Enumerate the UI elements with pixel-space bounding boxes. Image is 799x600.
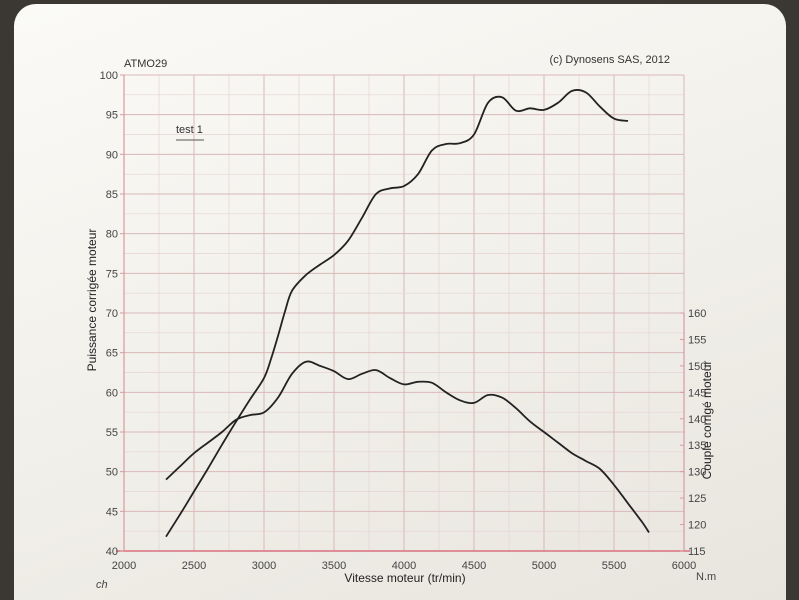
x-tick-label: 2500 (182, 560, 206, 572)
left-tick-label: 65 (106, 348, 118, 360)
power-curve (165, 89, 629, 538)
header-left: ATMO29 (124, 58, 167, 70)
labels: 2000 2500 3000 3500 4000 4500 5000 5500 6000 40 45… (100, 70, 707, 572)
x-tick-label: 5500 (602, 560, 626, 572)
left-tick-label: 80 (106, 229, 118, 241)
right-tick-label: 160 (688, 308, 706, 320)
series-lines (165, 89, 650, 538)
left-tick-label: 50 (106, 467, 118, 479)
left-tick-label: 85 (106, 189, 118, 201)
left-tick-label: 55 (106, 427, 118, 439)
right-tick-label: 150 (688, 361, 706, 373)
left-axis-title: Puissance corrigée moteur (85, 229, 99, 372)
right-unit: N.m (696, 571, 716, 583)
right-tick-label: 115 (688, 546, 706, 558)
left-tick-label: 60 (106, 387, 118, 399)
right-tick-label: 125 (688, 493, 706, 505)
right-tick-label: 135 (688, 440, 706, 452)
x-tick-label: 5000 (532, 560, 556, 572)
right-tick-label: 140 (688, 414, 706, 426)
right-tick-label: 120 (688, 520, 706, 532)
x-tick-label: 2000 (112, 560, 136, 572)
right-tick-label: 155 (688, 334, 706, 346)
left-tick-label: 90 (106, 149, 118, 161)
left-unit: ch (96, 579, 108, 591)
right-tick-label: 145 (688, 387, 706, 399)
axes (116, 74, 690, 552)
left-tick-label: 45 (106, 506, 118, 518)
legend-label: test 1 (176, 124, 203, 136)
right-axis-title: Couple corrigé moteur (700, 361, 714, 480)
x-axis-title: Vitesse moteur (tr/min) (344, 571, 465, 585)
left-tick-label: 100 (100, 70, 118, 82)
header-right: (c) Dynosens SAS, 2012 (550, 54, 670, 66)
x-tick-label: 3000 (252, 560, 276, 572)
x-tick-label: 3500 (322, 560, 346, 572)
x-tick-label: 4000 (392, 560, 416, 572)
left-tick-label: 75 (106, 268, 118, 280)
torque-curve (165, 360, 650, 533)
grid (123, 74, 685, 552)
left-tick-label: 95 (106, 110, 118, 122)
paper-sheet (14, 4, 786, 600)
left-tick-label: 40 (106, 546, 118, 558)
x-tick-label: 4500 (462, 560, 486, 572)
right-tick-label: 130 (688, 467, 706, 479)
left-tick-label: 70 (106, 308, 118, 320)
x-tick-label: 6000 (672, 560, 696, 572)
